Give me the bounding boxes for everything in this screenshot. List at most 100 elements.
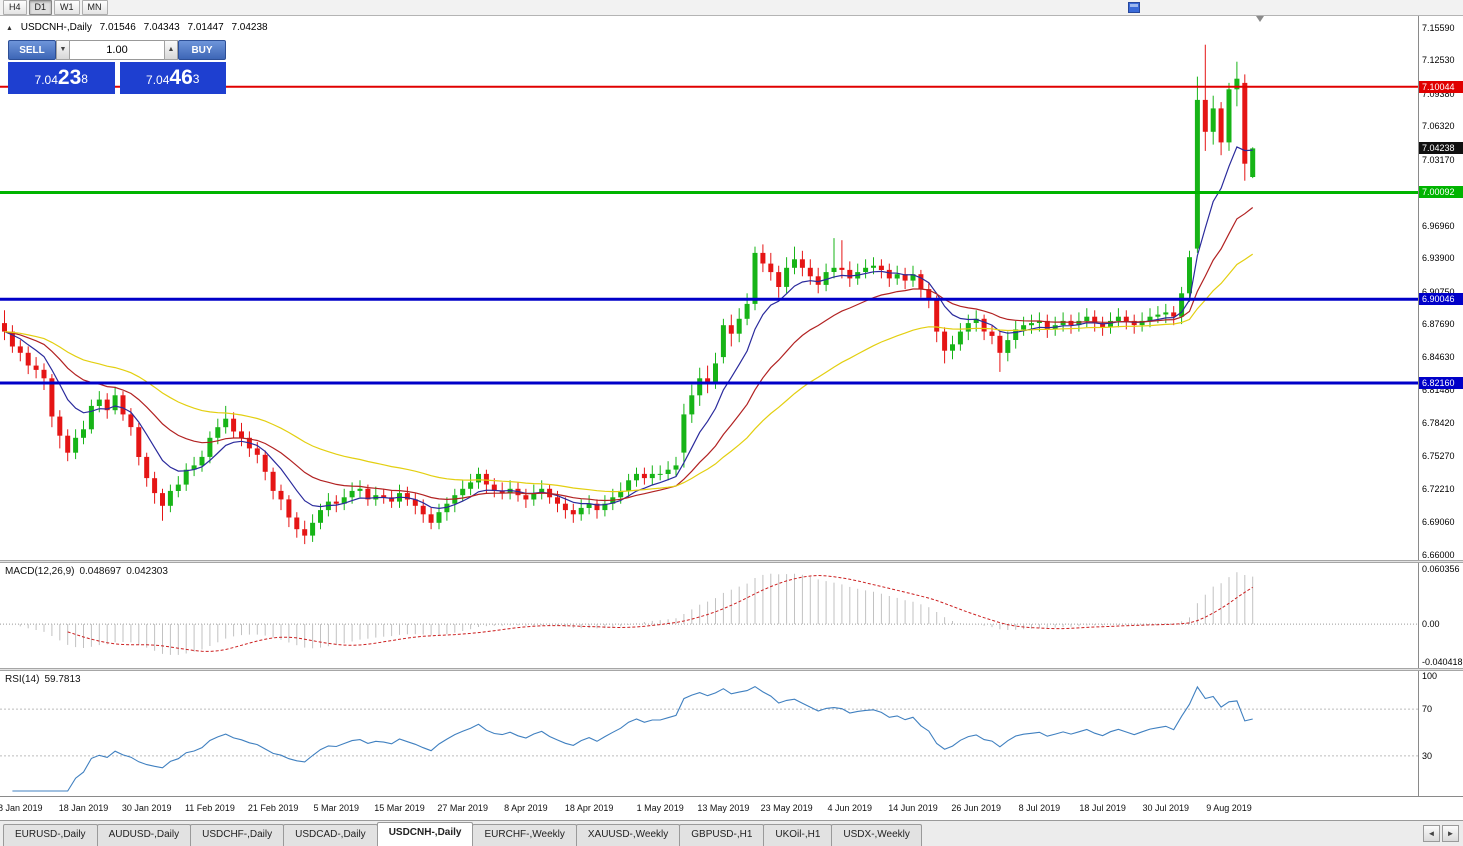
symbol-tab[interactable]: USDCHF-,Daily [190,824,285,846]
ohlc-close: 7.04238 [231,22,268,33]
date-label: 27 Mar 2019 [437,803,488,813]
macd-axis-label: 0.00 [1422,619,1440,630]
symbol-tab[interactable]: USDCAD-,Daily [283,824,378,846]
timeframe-button-h4[interactable]: H4 [3,0,27,15]
candlestick-chart[interactable] [0,16,1418,560]
price-tick: 6.75270 [1422,451,1455,462]
ask-price-point: 3 [192,72,200,86]
macd-label: MACD(12,26,9) 0.048697 0.042303 [5,566,173,577]
date-label: 1 May 2019 [636,803,684,813]
price-tick: 6.81480 [1422,385,1455,396]
panel-splitter[interactable] [0,560,1463,563]
price-tick: 6.66000 [1422,549,1455,560]
price-tick: 6.93900 [1422,253,1455,264]
price-axis[interactable]: 7.15590 7.12530 7.09380 7.06320 7.03170 6.969… [1418,16,1463,560]
macd-chart[interactable] [0,563,1418,668]
date-label: 8 Jul 2019 [1018,803,1061,813]
date-label: 21 Feb 2019 [247,803,299,813]
tab-scroll-left-button[interactable]: ◄ [1423,825,1440,842]
date-label: 18 Jul 2019 [1079,803,1126,813]
macd-name: MACD(12,26,9) [5,566,75,577]
chart-shift-marker[interactable] [1256,16,1264,22]
price-level-badge: 6.90046 [1419,293,1463,306]
date-label: 26 Jun 2019 [951,803,1001,813]
timeframe-button-w1[interactable]: W1 [54,0,80,15]
price-level-badge: 6.82160 [1419,376,1463,389]
date-label: 30 Jul 2019 [1142,803,1190,813]
ohlc-high: 7.04343 [143,22,180,33]
price-tick: 7.15590 [1422,22,1455,33]
rsi-axis-label: 70 [1422,704,1433,715]
macd-signal-line [67,574,1253,652]
rsi-axis[interactable]: 100 70 30 [1418,671,1463,796]
macd-axis[interactable]: 0.060356 0.00 -0.040418 [1418,563,1463,668]
date-label: 15 Mar 2019 [374,803,425,813]
bid-price-point: 8 [81,72,88,86]
symbol-tab[interactable]: USDCNH-,Daily [376,822,474,846]
rsi-axis-label: 30 [1422,750,1433,761]
price-tick: 6.78420 [1422,417,1455,428]
ohlc-open: 7.01546 [99,22,136,33]
volume-input[interactable] [70,40,164,60]
macd-axis-label: 0.060356 [1422,564,1460,574]
price-tick: 6.69060 [1422,517,1455,528]
panel-splitter[interactable] [0,668,1463,671]
date-label: 9 Aug 2019 [1206,803,1252,813]
chart-title-symbol: USDCNH-,Daily [20,22,92,33]
ma-line-8 [4,146,1253,510]
symbol-tab[interactable]: USDX-,Weekly [831,824,922,846]
date-axis[interactable]: 8 Jan 2019 18 Jan 2019 30 Jan 2019 11 Feb 2… [0,796,1463,820]
timeframe-button-mn[interactable]: MN [81,0,108,15]
ask-price-box[interactable]: 7.04463 [119,62,226,94]
ask-price-pips: 46 [169,66,193,89]
date-label: 5 Mar 2019 [313,803,360,813]
price-tick: 6.90750 [1422,286,1455,297]
macd-panel: MACD(12,26,9) 0.048697 0.042303 0.060356 0.… [0,563,1463,668]
date-label: 4 Jun 2019 [827,803,873,813]
rsi-label: RSI(14) 59.7813 [5,674,86,685]
rsi-line [12,685,1253,792]
symbol-tab[interactable]: XAUUSD-,Weekly [575,824,681,846]
macd-histogram [11,572,1254,655]
price-level-badge: 7.10044 [1419,80,1463,93]
collapse-oct-icon[interactable]: ▲ [6,25,13,32]
date-label: 18 Apr 2019 [564,803,614,813]
macd-value-main: 0.048697 [79,566,122,577]
tab-scroll-right-button[interactable]: ► [1442,825,1459,842]
symbol-tabs: EURUSD-,Daily AUDUSD-,Daily USDCHF-,Daily U… [3,822,922,846]
ma-line-20 [4,207,1254,502]
one-click-trading-panel: SELL ▼ ▲ BUY 7.04238 7.04463 [8,40,226,94]
rsi-chart[interactable] [0,671,1418,796]
price-tick: 6.72210 [1422,483,1455,494]
symbol-tab[interactable]: AUDUSD-,Daily [96,824,192,846]
symbol-tab[interactable]: UKOil-,H1 [763,824,833,846]
volume-decrease-icon[interactable]: ▼ [56,40,70,60]
price-tick: 6.87690 [1422,319,1455,330]
date-label: 18 Jan 2019 [58,803,109,813]
date-label: 14 Jun 2019 [888,803,938,813]
ohlc-low: 7.01447 [187,22,224,33]
volume-increase-icon[interactable]: ▲ [164,40,178,60]
chart-window-icon[interactable] [1128,2,1140,13]
main-chart-panel: ▲ USDCNH-,Daily 7.01546 7.04343 7.01447 … [0,16,1463,560]
rsi-panel: RSI(14) 59.7813 100 70 30 [0,671,1463,796]
candlesticks [2,44,1256,545]
tab-scroll-arrows: ◄ ► [1423,825,1459,842]
rsi-name: RSI(14) [5,674,40,685]
buy-button[interactable]: BUY [178,40,226,60]
oct-controls-row: SELL ▼ ▲ BUY [8,40,226,60]
chart-tab-bar: EURUSD-,Daily AUDUSD-,Daily USDCHF-,Daily U… [0,820,1463,846]
symbol-tab[interactable]: EURCHF-,Weekly [472,824,577,846]
bid-price-prefix: 7.04 [34,73,58,87]
timeframe-button-d1[interactable]: D1 [28,0,53,15]
sell-button[interactable]: SELL [8,40,56,60]
rsi-axis-label: 100 [1422,671,1438,681]
price-tick: 6.96960 [1422,220,1455,231]
bid-price-box[interactable]: 7.04238 [8,62,115,94]
oct-prices-row: 7.04238 7.04463 [8,62,226,94]
symbol-tab[interactable]: GBPUSD-,H1 [679,824,765,846]
timeframe-toolbar: H4 D1 W1 MN [0,0,1463,16]
date-label: 8 Jan 2019 [0,803,43,813]
symbol-tab[interactable]: EURUSD-,Daily [3,824,98,846]
macd-axis-label: -0.040418 [1422,657,1463,667]
